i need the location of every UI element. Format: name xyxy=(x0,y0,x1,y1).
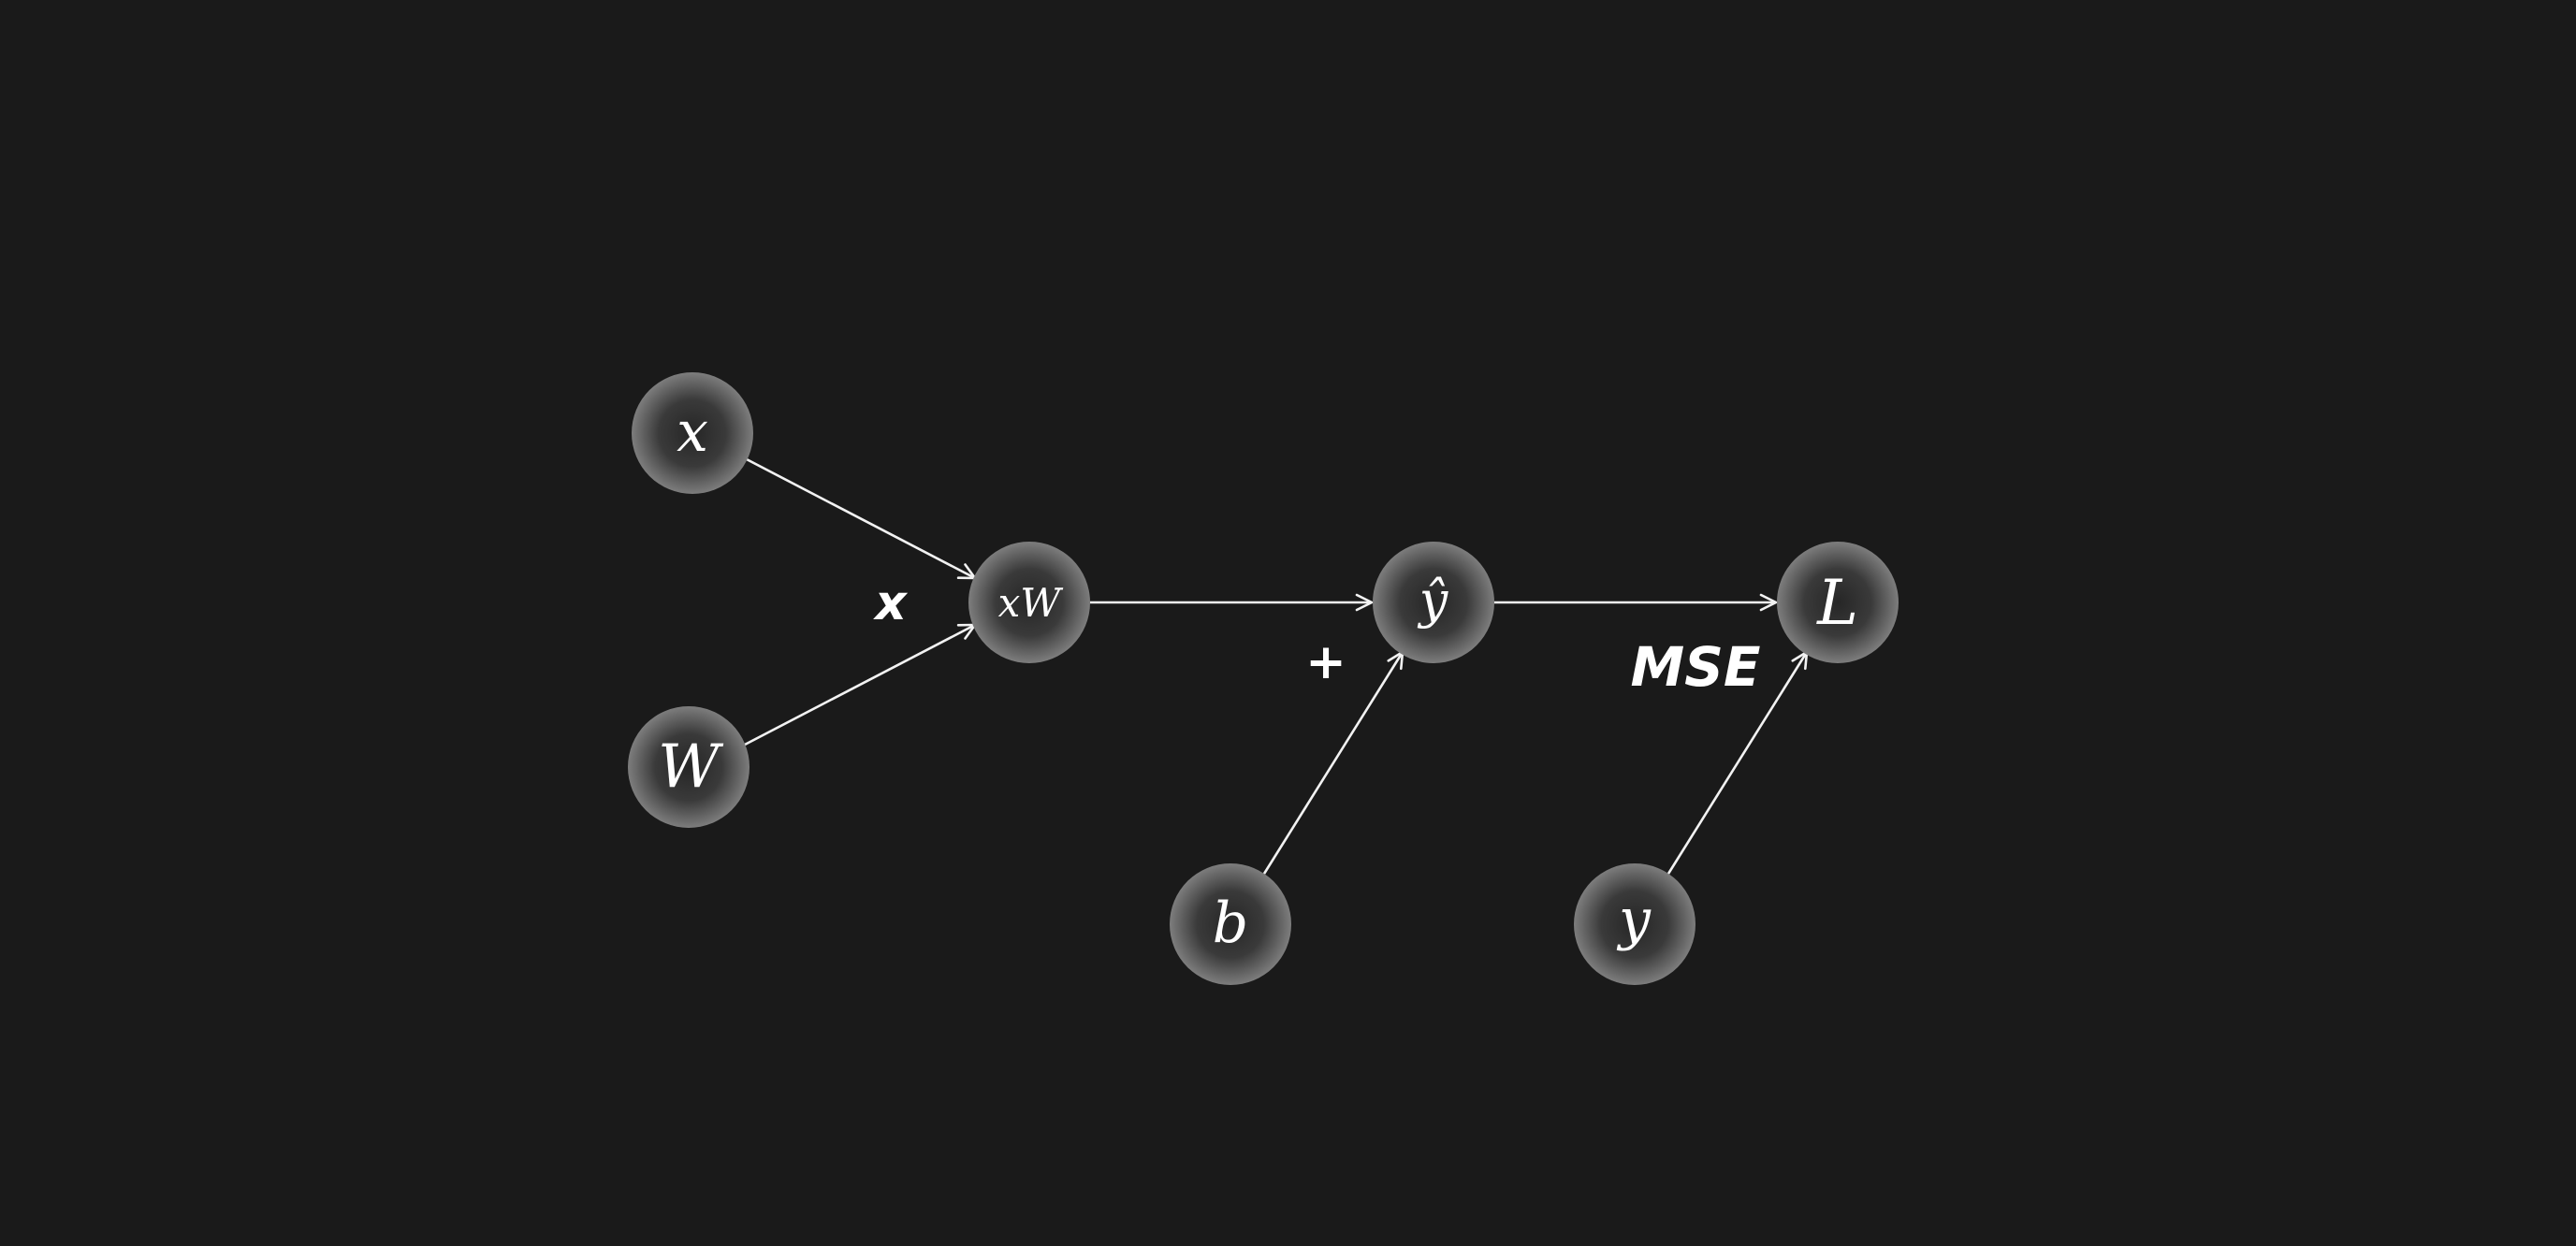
add-op-label: + xyxy=(1305,634,1346,690)
node-xw: xW xyxy=(968,542,1090,663)
node-x-label: x xyxy=(677,399,708,465)
node-l-label: L xyxy=(1816,567,1858,639)
mse-op-label: MSE xyxy=(1630,635,1760,699)
node-w: W xyxy=(628,706,750,828)
edge-x-to-xw xyxy=(745,458,975,578)
node-b: b xyxy=(1170,863,1291,985)
node-l: L xyxy=(1777,542,1899,663)
node-yhat: ŷ xyxy=(1373,542,1494,663)
edge-w-to-xw xyxy=(745,625,975,745)
node-x: x xyxy=(632,372,753,494)
node-yhat-label: ŷ xyxy=(1418,571,1449,630)
multiply-op-label: x xyxy=(872,575,908,631)
node-w-label: W xyxy=(658,732,724,802)
node-y-label: y xyxy=(1616,887,1652,952)
node-xw-label: xW xyxy=(998,580,1065,626)
node-b-label: b xyxy=(1213,891,1248,956)
node-y: y xyxy=(1574,863,1696,985)
